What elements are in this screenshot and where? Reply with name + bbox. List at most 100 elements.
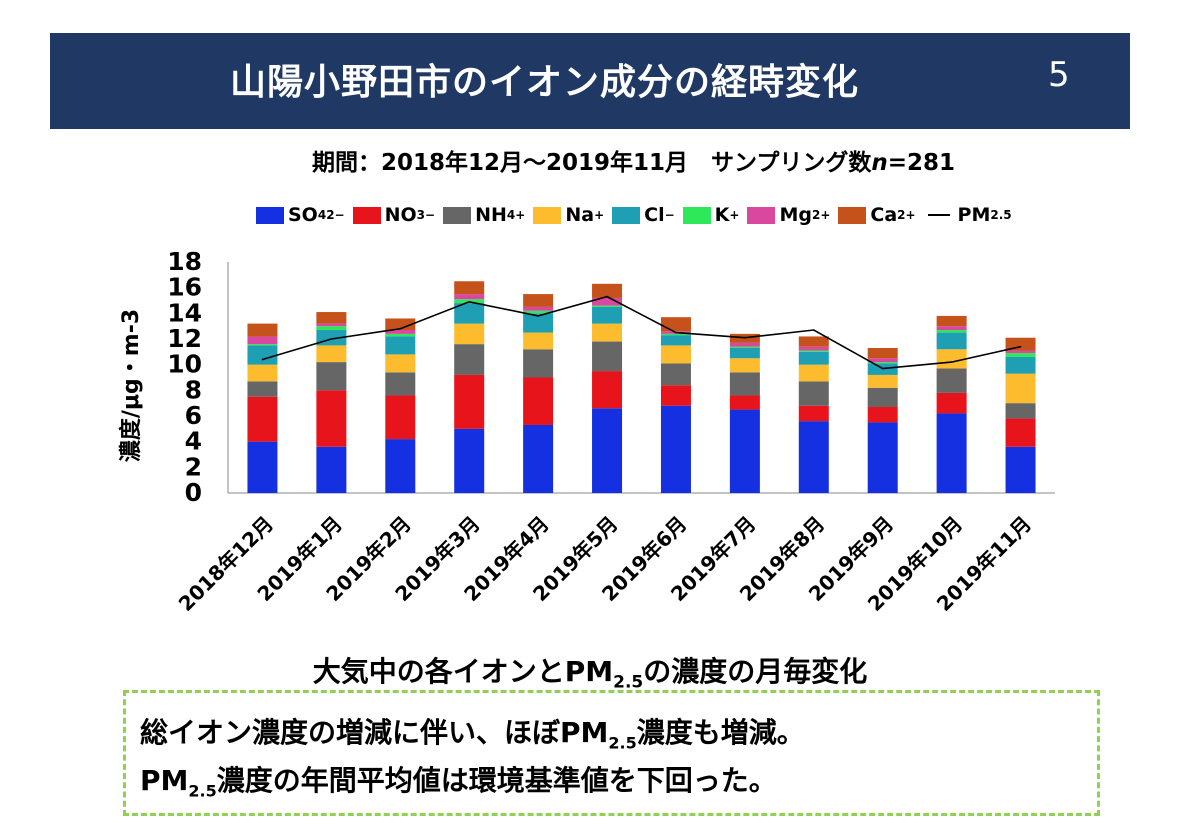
pm25-point	[468, 300, 471, 303]
legend-swatch-cl	[612, 206, 641, 224]
bar-segment	[936, 413, 967, 493]
bar-segment	[798, 381, 829, 406]
legend-item-cl: Cl −	[612, 204, 675, 226]
bar-segment	[592, 371, 623, 409]
summary-line-2-sub: 2.5	[188, 781, 217, 801]
summary-line-2: PM2.5濃度の年間平均値は環境基準値を下回った。	[140, 759, 777, 801]
slide-title: 山陽小野田市のイオン成分の経時変化	[230, 62, 860, 103]
y-tick-label: 8	[185, 375, 202, 404]
bar-segment	[729, 409, 760, 493]
legend-item-so4: SO 4 2−	[256, 204, 345, 226]
pm25-point	[537, 315, 539, 317]
bar-segment	[729, 342, 760, 347]
pm25-line	[262, 295, 1021, 370]
chart-legend: SO 4 2− NO 3− NH 4 + Na + Cl − K + Mg 2+ Ca 2+ PM 2…	[256, 200, 1020, 230]
bar-segment	[867, 362, 898, 364]
bar-segment	[729, 358, 760, 373]
bar-segment	[316, 362, 347, 391]
bar-segment	[592, 283, 623, 298]
pm25-point	[950, 361, 953, 363]
caption-post: の濃度の月毎変化	[643, 655, 868, 688]
legend-swatch-k	[682, 206, 711, 224]
legend-label-na: Na	[565, 204, 595, 226]
summary-line-2-post: 濃度の年間平均値は環境基準値を下回った。	[216, 764, 777, 797]
bar-segment	[385, 354, 416, 373]
bar-segment	[798, 346, 829, 351]
bar-segment	[936, 349, 967, 369]
legend-label-cl: Cl	[644, 204, 665, 226]
bar-segment	[867, 422, 898, 493]
legend-label-no3: NO	[384, 204, 417, 226]
legend-sup-k: +	[729, 208, 740, 222]
legend-sup-nh4: +	[515, 208, 526, 222]
bar-segment	[247, 344, 278, 346]
bar-segment	[660, 333, 691, 336]
legend-sup-na: +	[594, 208, 605, 222]
bar-segment	[385, 439, 416, 493]
bar-segment	[798, 350, 829, 352]
bar-segment	[1005, 403, 1036, 419]
y-tick-label: 6	[185, 401, 202, 430]
bar-segment	[523, 349, 554, 378]
bar-segment	[867, 374, 898, 388]
bar-segment	[247, 396, 278, 442]
bar-segment	[867, 387, 898, 408]
bar-segment	[867, 358, 898, 363]
bar-segment	[936, 332, 967, 350]
y-tick-label: 0	[185, 478, 202, 507]
legend-swatch-na	[533, 206, 562, 224]
y-tick-label: 4	[185, 427, 202, 456]
bar-segment	[247, 441, 278, 493]
pm25-point	[606, 295, 608, 298]
page-number: 5	[1048, 55, 1070, 95]
pm25-point	[399, 327, 402, 330]
legend-swatch-no3	[352, 206, 381, 224]
bar-segment	[316, 326, 347, 331]
sample-count-value: =281	[887, 150, 956, 176]
legend-item-nh4: NH 4 +	[443, 204, 525, 226]
legend-swatch-mg	[747, 206, 776, 224]
bar-segment	[798, 421, 829, 493]
legend-item-k: K +	[682, 204, 740, 226]
legend-sub-no3: 3	[416, 208, 426, 222]
bar-segment	[316, 345, 347, 363]
caption-pre: 大気中の各イオンとPM	[312, 655, 614, 688]
legend-label-ca: Ca	[870, 204, 898, 226]
summary-line-1-post: 濃度も増減。	[636, 716, 805, 749]
y-tick-label: 14	[167, 298, 202, 327]
y-tick-label: 18	[167, 247, 202, 276]
bar-segment	[385, 318, 416, 331]
stacked-bar-chart: 024681012141618濃度/μg・m-32018年12月2019年1月2…	[118, 247, 1055, 616]
bar-segment	[1005, 353, 1036, 357]
bar-segment	[523, 310, 554, 314]
bar-segment	[936, 330, 967, 333]
period-info: 期間：2018年12月～2019年11月 サンプリング数n=281	[312, 143, 955, 177]
legend-sub-so4: 4	[317, 208, 327, 222]
summary-line-1: 総イオン濃度の増減に伴い、ほぼPM2.5濃度も増減。	[140, 711, 805, 753]
bar-segment	[523, 424, 554, 493]
summary-line-2-pre: PM	[140, 764, 189, 797]
bar-segment	[454, 428, 485, 493]
bar-segment	[247, 381, 278, 397]
legend-item-pm25: PM 2.5	[924, 204, 1012, 226]
y-tick-label: 16	[167, 273, 202, 302]
pm25-point	[1019, 345, 1022, 348]
legend-label-k: K	[714, 204, 730, 226]
bar-segment	[454, 294, 485, 300]
legend-swatch-nh4	[443, 206, 472, 224]
bar-segment	[523, 377, 554, 425]
bar-segment	[247, 345, 278, 365]
legend-sup-ca: 2+	[897, 208, 916, 222]
bar-segment	[316, 312, 347, 324]
bar-segment	[1005, 446, 1036, 493]
bar-segment	[316, 323, 347, 327]
bar-segment	[1005, 373, 1036, 404]
legend-item-ca: Ca 2+	[838, 204, 916, 226]
bar-segment	[385, 372, 416, 396]
bar-segment	[454, 281, 485, 295]
legend-label-pm25: PM	[957, 204, 991, 226]
bar-segment	[247, 323, 278, 337]
bar-segment	[592, 305, 623, 307]
bar-segment	[1005, 337, 1036, 351]
period-label: 期間：2018年12月～2019年11月 サンプリング数	[312, 150, 872, 176]
